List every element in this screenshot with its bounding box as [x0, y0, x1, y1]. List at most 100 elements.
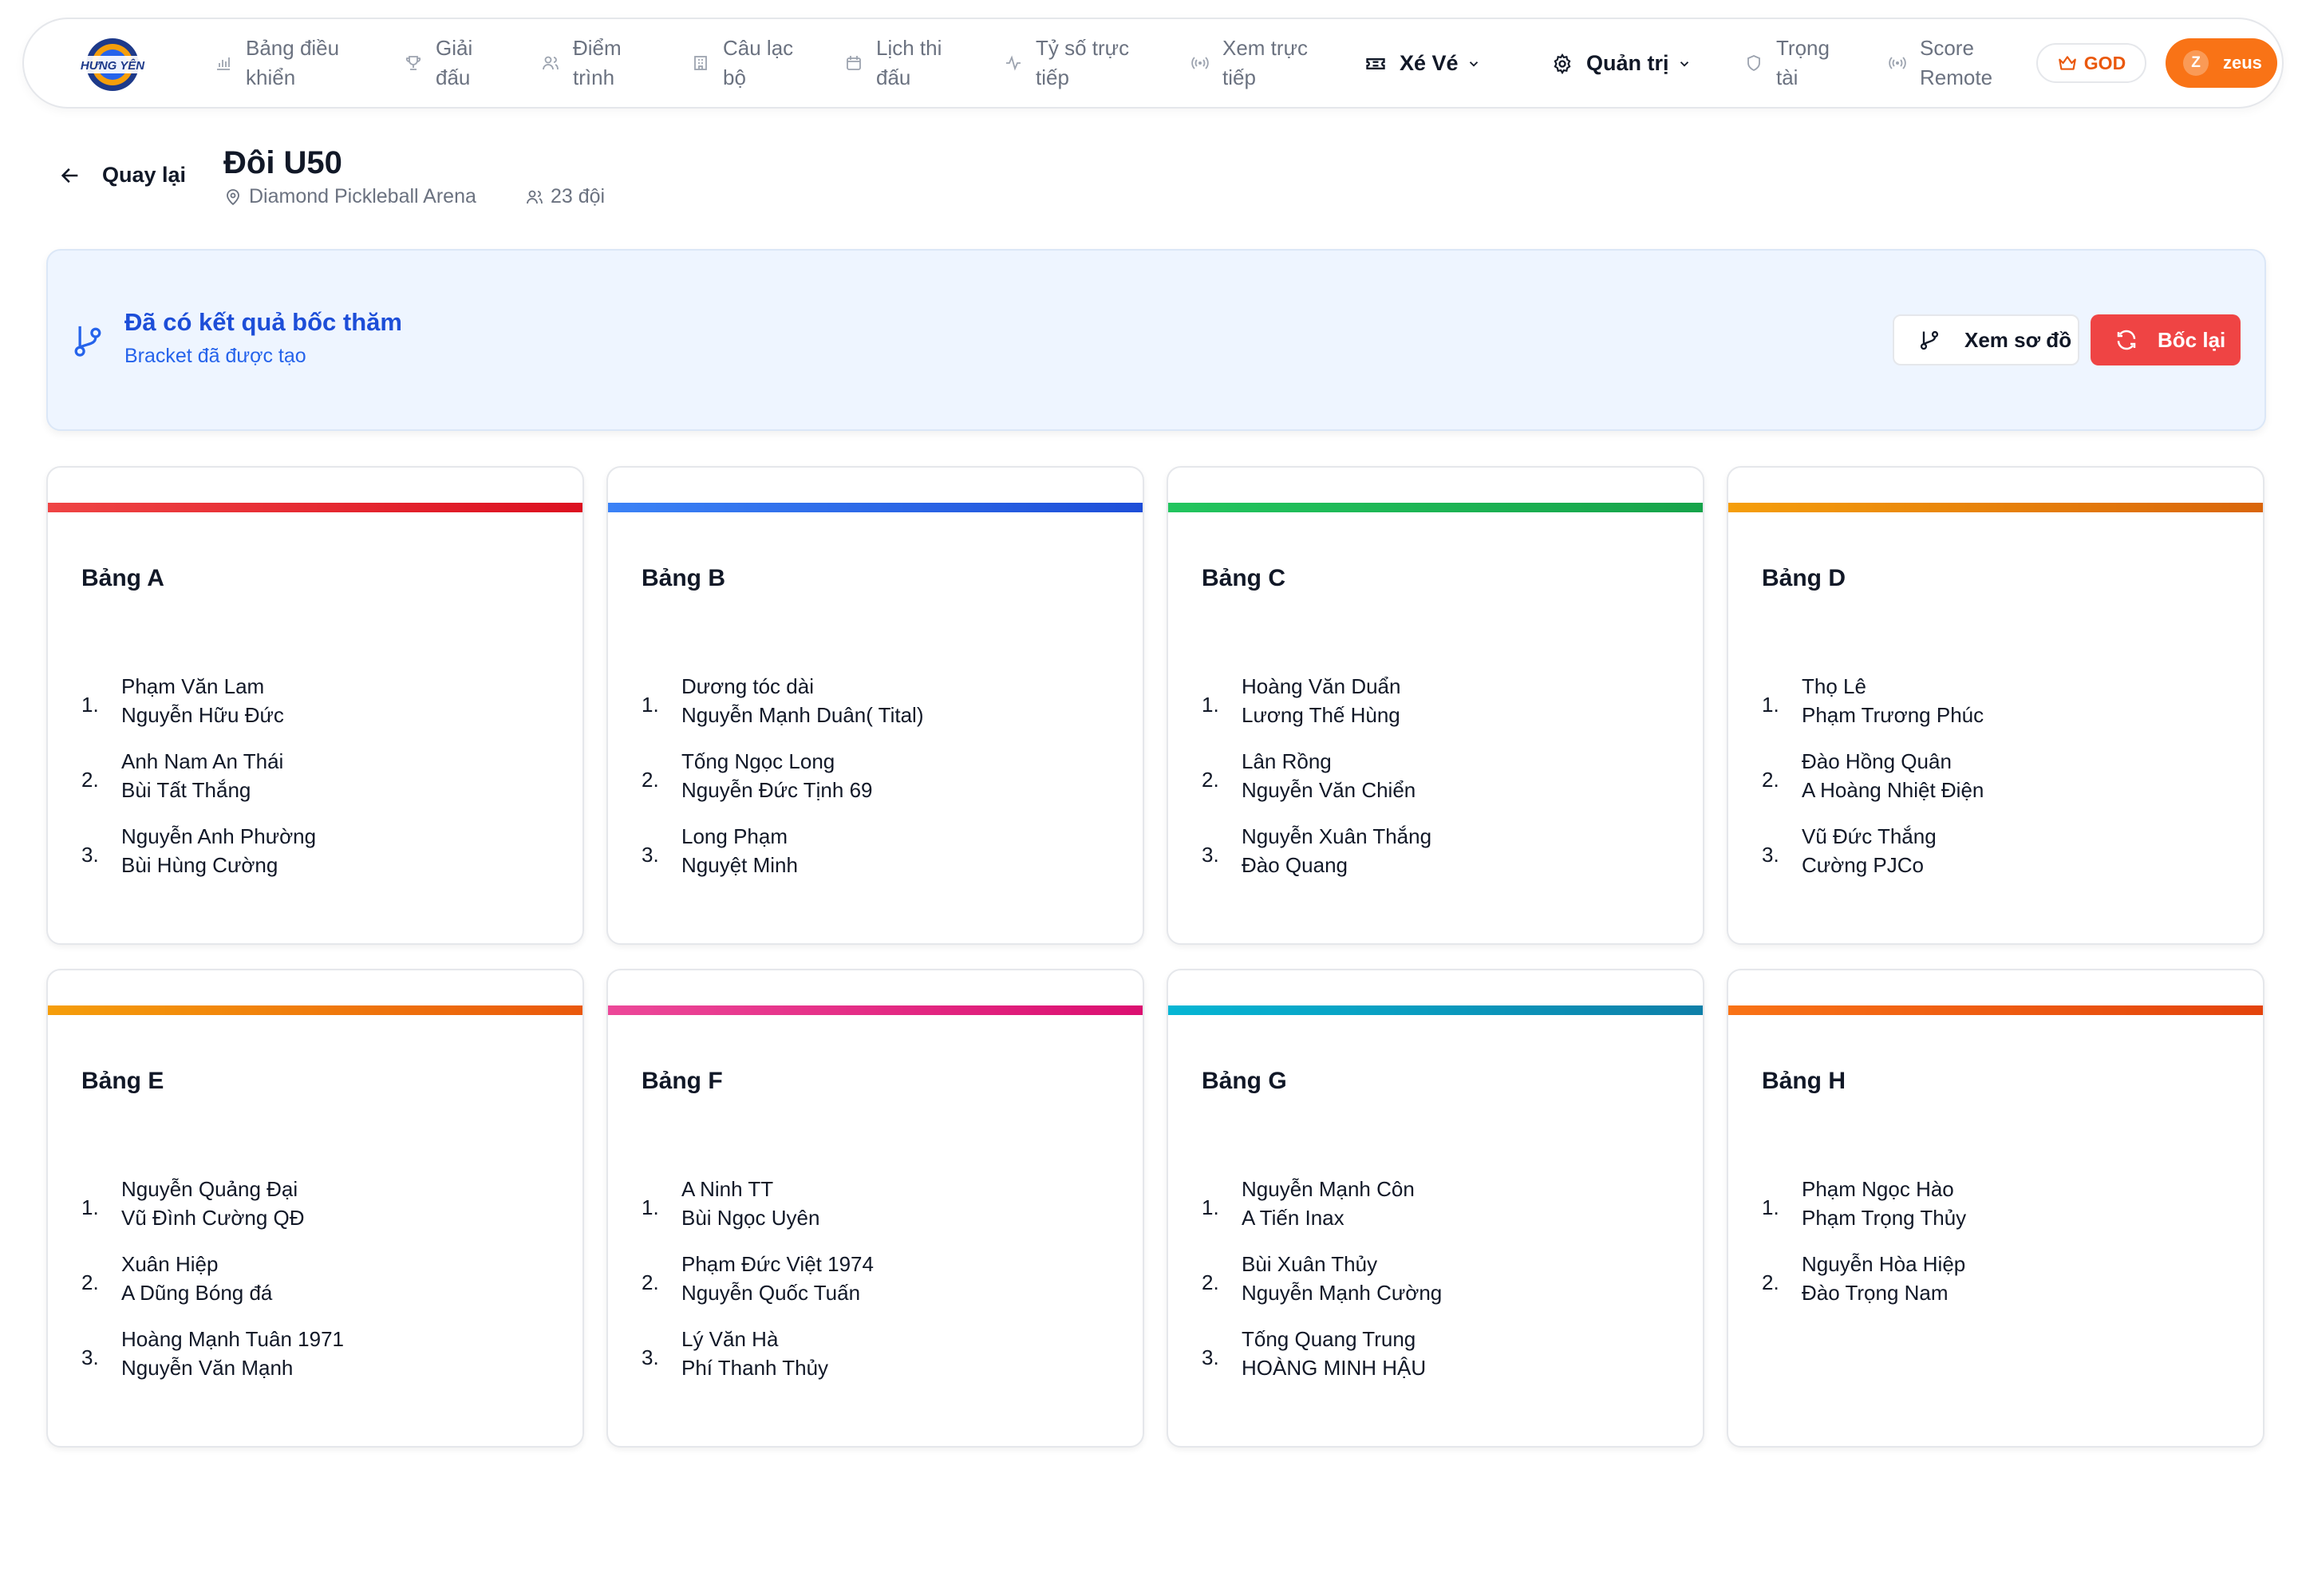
- team-item: 2. Phạm Đức Việt 1974 Nguyễn Quốc Tuấn: [642, 1250, 1120, 1325]
- player-name: Phạm Văn Lam: [121, 674, 265, 698]
- user-menu-button[interactable]: Z zeus: [2166, 38, 2277, 88]
- player-name: Bùi Hùng Cường: [121, 853, 278, 877]
- god-badge[interactable]: GOD: [2036, 43, 2146, 83]
- player-name: Nguyễn Quảng Đại: [121, 1177, 298, 1201]
- player-name: Lân Rồng: [1242, 749, 1332, 773]
- team-players: Hoàng Văn Duẩn Lương Thế Hùng: [1242, 672, 1400, 729]
- nav-rankings[interactable]: Điểm trình: [541, 34, 622, 93]
- back-button[interactable]: Quay lại: [59, 163, 186, 188]
- nav-schedule[interactable]: Lịch thi đấu: [844, 34, 942, 93]
- group-card: Bảng A 1. Phạm Văn Lam Nguyễn Hữu Đức 2. Anh …: [46, 466, 584, 945]
- nav-admin-menu[interactable]: Quản trị: [1551, 51, 1692, 76]
- team-rank: 2.: [1202, 1270, 1219, 1294]
- team-rank: 1.: [642, 1195, 659, 1219]
- nav-live-scores[interactable]: Tỷ số trực tiếp: [1004, 34, 1129, 93]
- users-icon: [527, 190, 543, 203]
- gear-icon: [1554, 53, 1571, 74]
- team-players: Hoàng Mạnh Tuân 1971 Nguyễn Văn Mạnh: [121, 1325, 344, 1382]
- player-name: Tống Ngọc Long: [681, 749, 835, 773]
- group-color-bar: [608, 1005, 1143, 1015]
- team-count: 23 đội: [525, 185, 605, 208]
- nav-tournaments[interactable]: Giải đấu: [404, 34, 472, 93]
- group-title: Bảng C: [1202, 565, 1285, 591]
- player-name: Long Phạm: [681, 824, 788, 848]
- player-name: Phạm Trọng Thủy: [1802, 1206, 1967, 1230]
- player-name: Bùi Ngọc Uyên: [681, 1206, 820, 1230]
- chevron-down-icon: [1680, 61, 1688, 67]
- nav-dashboard[interactable]: Bảng điều khiển: [214, 34, 339, 93]
- player-name: HOÀNG MINH HẬU: [1242, 1356, 1427, 1380]
- player-name: Dương tóc dài: [681, 674, 814, 698]
- player-name: Vũ Đức Thắng: [1802, 824, 1937, 848]
- map-pin-icon: [227, 188, 239, 205]
- group-title: Bảng H: [1762, 1068, 1846, 1094]
- shield-icon: [1747, 55, 1760, 72]
- view-bracket-button[interactable]: Xem sơ đồ: [1893, 314, 2079, 365]
- trophy-icon: [405, 56, 421, 70]
- team-item: 2. Nguyễn Hòa Hiệp Đào Trọng Nam: [1762, 1250, 2241, 1325]
- team-players: Long Phạm Nguyệt Minh: [681, 822, 798, 879]
- team-rank: 1.: [81, 693, 99, 717]
- group-card: Bảng B 1. Dương tóc dài Nguyễn Mạnh Duân( T…: [606, 466, 1144, 945]
- team-item: 1. Phạm Ngọc Hào Phạm Trọng Thủy: [1762, 1175, 2241, 1250]
- avatar: Z: [2183, 50, 2209, 76]
- team-rank: 2.: [1202, 768, 1219, 792]
- team-rank: 1.: [1202, 1195, 1219, 1219]
- redraw-button[interactable]: Bốc lại: [2091, 314, 2241, 365]
- team-list: 1. Phạm Văn Lam Nguyễn Hữu Đức 2. Anh Nam An…: [81, 672, 560, 897]
- group-card: Bảng G 1. Nguyễn Mạnh Côn A Tiến Inax 2. Bùi …: [1167, 969, 1704, 1448]
- venue-info: Diamond Pickleball Arena: [223, 185, 476, 208]
- team-players: Nguyễn Hòa Hiệp Đào Trọng Nam: [1802, 1250, 1965, 1307]
- player-name: Đào Trọng Nam: [1802, 1281, 1949, 1305]
- player-name: Đào Hồng Quân: [1802, 749, 1952, 773]
- player-name: Bùi Xuân Thủy: [1242, 1252, 1378, 1276]
- group-title: Bảng E: [81, 1068, 164, 1094]
- group-color-bar: [1728, 503, 2263, 512]
- team-players: Lý Văn Hà Phí Thanh Thủy: [681, 1325, 828, 1382]
- team-players: Phạm Ngọc Hào Phạm Trọng Thủy: [1802, 1175, 1966, 1232]
- team-item: 2. Tống Ngọc Long Nguyễn Đức Tịnh 69: [642, 747, 1120, 822]
- player-name: Nguyễn Văn Chiển: [1242, 778, 1416, 802]
- player-name: Phạm Ngọc Hào: [1802, 1177, 1954, 1201]
- player-name: Vũ Đình Cường QĐ: [121, 1206, 305, 1230]
- team-rank: 3.: [1762, 843, 1779, 867]
- team-rank: 1.: [1762, 693, 1779, 717]
- team-players: Phạm Đức Việt 1974 Nguyễn Quốc Tuấn: [681, 1250, 874, 1307]
- team-item: 2. Lân Rồng Nguyễn Văn Chiển: [1202, 747, 1680, 822]
- bar-chart-icon: [217, 57, 230, 70]
- users-icon: [543, 56, 559, 70]
- player-name: Tống Quang Trung: [1242, 1327, 1416, 1351]
- group-card: Bảng C 1. Hoàng Văn Duẩn Lương Thế Hùng 2. Lâ…: [1167, 466, 1704, 945]
- team-players: Anh Nam An Thái Bùi Tất Thắng: [121, 747, 283, 804]
- group-card: Bảng H 1. Phạm Ngọc Hào Phạm Trọng Thủy 2. Ng…: [1727, 969, 2264, 1448]
- team-list: 1. Thọ Lê Phạm Trương Phúc 2. Đào Hồng Quân A…: [1762, 672, 2241, 897]
- app-logo[interactable]: HƯNG YÊN: [80, 34, 145, 96]
- nav-referees[interactable]: Trọng tài: [1744, 34, 1830, 93]
- player-name: Lương Thế Hùng: [1242, 703, 1400, 727]
- team-rank: 1.: [81, 1195, 99, 1219]
- group-color-bar: [48, 1005, 582, 1015]
- team-players: Nguyễn Anh Phường Bùi Hùng Cường: [121, 822, 316, 879]
- team-rank: 2.: [81, 1270, 99, 1294]
- player-name: Anh Nam An Thái: [121, 749, 284, 773]
- nav-watch-live[interactable]: Xem trực tiếp: [1190, 34, 1308, 93]
- git-branch-icon: [74, 326, 101, 357]
- player-name: Nguyễn Hữu Đức: [121, 703, 284, 727]
- building-icon: [694, 56, 707, 70]
- team-players: Thọ Lê Phạm Trương Phúc: [1802, 672, 1984, 729]
- ticket-icon: [1366, 57, 1385, 69]
- arrow-left-icon: [61, 168, 78, 183]
- team-item: 3. Hoàng Mạnh Tuân 1971 Nguyễn Văn Mạnh: [81, 1325, 560, 1400]
- nav-score-remote[interactable]: Score Remote: [1888, 34, 1992, 93]
- player-name: Phạm Trương Phúc: [1802, 703, 1984, 727]
- team-item: 3. Lý Văn Hà Phí Thanh Thủy: [642, 1325, 1120, 1400]
- nav-ticket-menu[interactable]: Xé Vé: [1364, 51, 1481, 76]
- nav-clubs[interactable]: Câu lạc bộ: [691, 34, 793, 93]
- team-players: Vũ Đức Thắng Cường PJCo: [1802, 822, 1937, 879]
- team-item: 1. A Ninh TT Bùi Ngọc Uyên: [642, 1175, 1120, 1250]
- player-name: Phí Thanh Thủy: [681, 1356, 829, 1380]
- group-card: Bảng D 1. Thọ Lê Phạm Trương Phúc 2. Đào Hồng…: [1727, 466, 2264, 945]
- team-list: 1. Hoàng Văn Duẩn Lương Thế Hùng 2. Lân Rồng…: [1202, 672, 1680, 897]
- group-color-bar: [1168, 503, 1703, 512]
- team-rank: 1.: [642, 693, 659, 717]
